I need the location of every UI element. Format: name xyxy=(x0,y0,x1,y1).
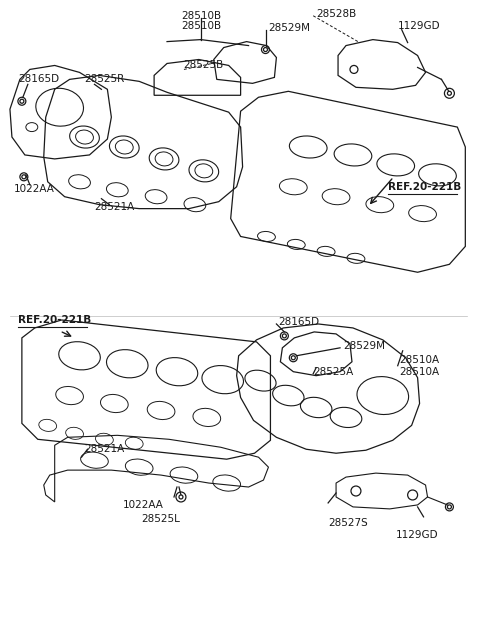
Text: 1022AA: 1022AA xyxy=(123,500,164,510)
Text: 28525R: 28525R xyxy=(84,74,125,85)
Text: 28510B: 28510B xyxy=(181,21,221,31)
Circle shape xyxy=(291,356,295,360)
Text: 28521A: 28521A xyxy=(95,202,135,212)
Text: REF.20-221B: REF.20-221B xyxy=(18,315,91,325)
Circle shape xyxy=(22,175,26,179)
Text: 28528B: 28528B xyxy=(316,9,357,18)
Text: 28529M: 28529M xyxy=(268,23,311,32)
Text: 28521A: 28521A xyxy=(84,444,125,454)
Circle shape xyxy=(447,505,451,509)
Text: 1022AA: 1022AA xyxy=(14,184,55,194)
Circle shape xyxy=(282,334,287,338)
Text: 1129GD: 1129GD xyxy=(396,530,438,540)
Text: 28165D: 28165D xyxy=(278,317,320,327)
Text: 28525A: 28525A xyxy=(313,367,353,377)
Circle shape xyxy=(447,92,451,95)
Text: 28525B: 28525B xyxy=(183,60,223,71)
Circle shape xyxy=(179,495,183,499)
Text: 28525L: 28525L xyxy=(141,514,180,524)
Text: REF.20-221B: REF.20-221B xyxy=(388,182,461,192)
Text: 28527S: 28527S xyxy=(328,518,368,528)
Text: 28510A: 28510A xyxy=(400,355,440,365)
Text: 1129GD: 1129GD xyxy=(398,21,440,31)
Text: 28510B: 28510B xyxy=(181,11,221,21)
Text: 28165D: 28165D xyxy=(18,74,59,85)
Circle shape xyxy=(20,99,24,103)
Circle shape xyxy=(264,48,267,52)
Text: 28529M: 28529M xyxy=(343,341,385,351)
Text: 28510A: 28510A xyxy=(400,367,440,377)
